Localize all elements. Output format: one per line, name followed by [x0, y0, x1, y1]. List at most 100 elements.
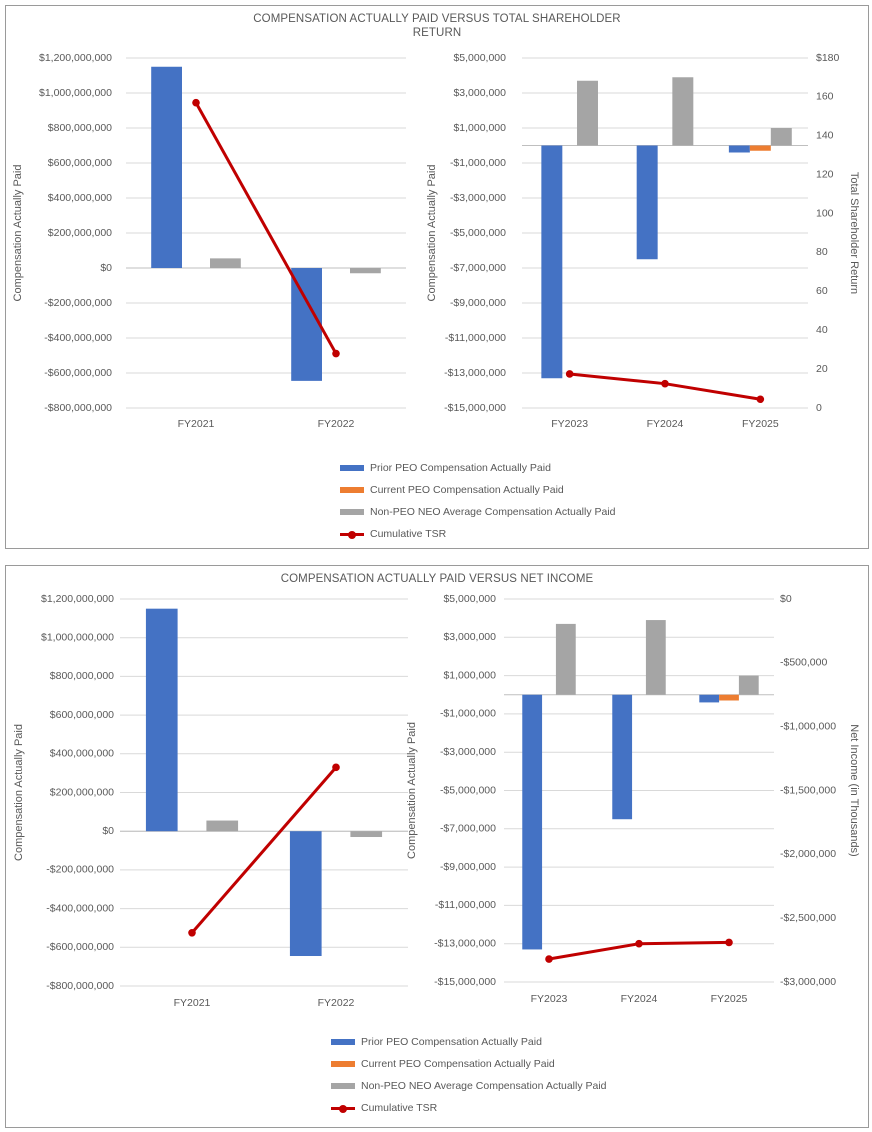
x-tick-label: FY2024: [647, 418, 684, 430]
tsr-point: [661, 379, 669, 388]
x-tick-label: FY2024: [621, 993, 658, 1005]
bar-non-peo: [555, 623, 576, 695]
legend-bar-swatch: [340, 509, 364, 515]
y-tick-label: -$7,000,000: [440, 823, 496, 835]
y-tick-label: $1,000,000,000: [41, 631, 114, 643]
y2-tick-label: $0: [780, 593, 792, 605]
x-tick-label: FY2023: [551, 418, 588, 430]
chart-panel-tsr: COMPENSATION ACTUALLY PAID VERSUS TOTAL …: [5, 5, 869, 549]
y-tick-label: $3,000,000: [453, 87, 506, 99]
y-tick-label: $1,000,000: [443, 669, 496, 681]
tsr-point: [545, 955, 553, 963]
y-tick-label: -$5,000,000: [440, 784, 496, 796]
bar-prior: [728, 145, 750, 153]
y-tick-label: $3,000,000: [443, 631, 496, 643]
y-axis-label: Compensation Actually Paid: [12, 165, 24, 302]
y2-tick-label: -$1,000,000: [780, 720, 836, 732]
legend-line-swatch: [331, 1104, 355, 1113]
bar-non-peo: [770, 128, 792, 146]
chart-title-line2: RETURN: [412, 27, 462, 39]
chart-p1-left: $1,200,000,000 $1,000,000,000 $800,000,000…: [12, 52, 406, 430]
y-tick-label: -$9,000,000: [450, 297, 506, 309]
y2-tick-label: 120: [816, 168, 834, 180]
tsr-point: [756, 395, 765, 404]
y-tick-label: -$7,000,000: [450, 262, 506, 274]
bar-prior: [612, 694, 633, 820]
bar-non-peo: [645, 620, 666, 695]
tsr-point: [635, 939, 643, 948]
y2-tick-label: 80: [816, 246, 828, 258]
tsr-point: [192, 98, 200, 107]
x-tick-label: FY2025: [742, 418, 779, 430]
y-tick-label: -$5,000,000: [450, 227, 506, 239]
y-tick-label: -$11,000,000: [435, 899, 496, 911]
y2-tick-label: 160: [816, 91, 834, 103]
y-tick-label: -$600,000,000: [46, 941, 114, 953]
y-tick-label: -$11,000,000: [445, 332, 506, 344]
tsr-line: [194, 101, 338, 355]
y-tick-label: $800,000,000: [48, 122, 112, 134]
y2-tick-label: -$2,000,000: [780, 848, 836, 860]
y-tick-label: -$1,000,000: [450, 157, 506, 169]
legend-label: Cumulative TSR: [370, 528, 447, 540]
y-tick-label: -$1,000,000: [440, 708, 496, 720]
tsr-point: [188, 928, 196, 937]
y2-axis-label: Total Shareholder Return: [848, 172, 860, 294]
legend-label: Prior PEO Compensation Actually Paid: [370, 462, 551, 474]
x-tick-label: FY2021: [174, 997, 211, 1009]
y2-tick-label: -$3,000,000: [780, 976, 836, 988]
tsr-point: [332, 349, 340, 358]
y-axis-label: Compensation Actually Paid: [406, 722, 418, 859]
y2-tick-label: -$2,500,000: [780, 912, 836, 924]
chart-p1-right: $5,000,000 $3,000,000 $1,000,000 -$1,000,00…: [426, 52, 860, 430]
chart-title-line1: COMPENSATION ACTUALLY PAID VERSUS TOTAL …: [253, 13, 621, 25]
y-tick-label: -$800,000,000: [44, 402, 112, 414]
y-tick-label: -$600,000,000: [44, 367, 112, 379]
bar-non-peo: [672, 77, 694, 146]
chart-panel-net-income: COMPENSATION ACTUALLY PAID VERSUS NET IN…: [5, 565, 869, 1128]
tsr-line: [190, 766, 338, 934]
chart-title-line1: COMPENSATION ACTUALLY PAID VERSUS NET IN…: [280, 573, 594, 585]
y-tick-label: $600,000,000: [50, 709, 114, 721]
tsr-charts-svg: $1,200,000,000 $1,000,000,000 $800,000,000…: [12, 52, 860, 430]
y-tick-label: $1,200,000,000: [39, 52, 112, 64]
y2-tick-label: $180: [816, 52, 840, 64]
y-tick-label: -$15,000,000: [434, 976, 496, 988]
y-tick-label: -$13,000,000: [444, 367, 506, 379]
y2-tick-label: 0: [816, 402, 822, 414]
bar-non-peo: [210, 258, 241, 268]
bar-prior: [289, 831, 322, 957]
tsr-point: [565, 370, 574, 378]
y2-tick-label: 40: [816, 324, 828, 336]
y-tick-label: $1,000,000,000: [39, 87, 112, 99]
y-tick-label: -$13,000,000: [434, 937, 496, 949]
x-tick-label: FY2022: [318, 997, 355, 1009]
bar-current: [719, 694, 739, 701]
y2-tick-label: 140: [816, 130, 834, 142]
legend-label: Non-PEO NEO Average Compensation Actuall…: [370, 506, 616, 518]
y2-tick-label: 100: [816, 207, 834, 219]
legend-bar-swatch: [331, 1039, 355, 1045]
y-tick-label: -$3,000,000: [450, 192, 506, 204]
legend-label: Current PEO Compensation Actually Paid: [361, 1058, 555, 1070]
y-tick-label: -$9,000,000: [440, 861, 496, 873]
y-tick-label: $0: [102, 825, 114, 837]
y-tick-label: $600,000,000: [48, 157, 112, 169]
y2-tick-label: 60: [816, 285, 828, 297]
y2-tick-label: -$1,500,000: [780, 784, 836, 796]
y-tick-label: $400,000,000: [48, 192, 112, 204]
y2-axis-label: Net Income (in Thousands): [848, 724, 860, 856]
y-tick-label: $1,200,000,000: [41, 593, 114, 605]
bar-non-peo: [738, 675, 759, 695]
chart-p2-left: $1,200,000,000 $1,000,000,000 $800,000,000…: [13, 593, 408, 1009]
bar-prior: [151, 66, 182, 268]
bar-prior: [522, 694, 543, 950]
y-tick-label: -$400,000,000: [46, 902, 114, 914]
y-axis-label: Compensation Actually Paid: [426, 165, 438, 302]
y-tick-label: $400,000,000: [50, 748, 114, 760]
y-tick-label: $200,000,000: [48, 227, 112, 239]
y2-tick-label: 20: [816, 363, 828, 375]
bar-prior: [541, 145, 563, 379]
y-tick-label: $5,000,000: [443, 593, 496, 605]
y-tick-label: $1,000,000: [453, 122, 506, 134]
